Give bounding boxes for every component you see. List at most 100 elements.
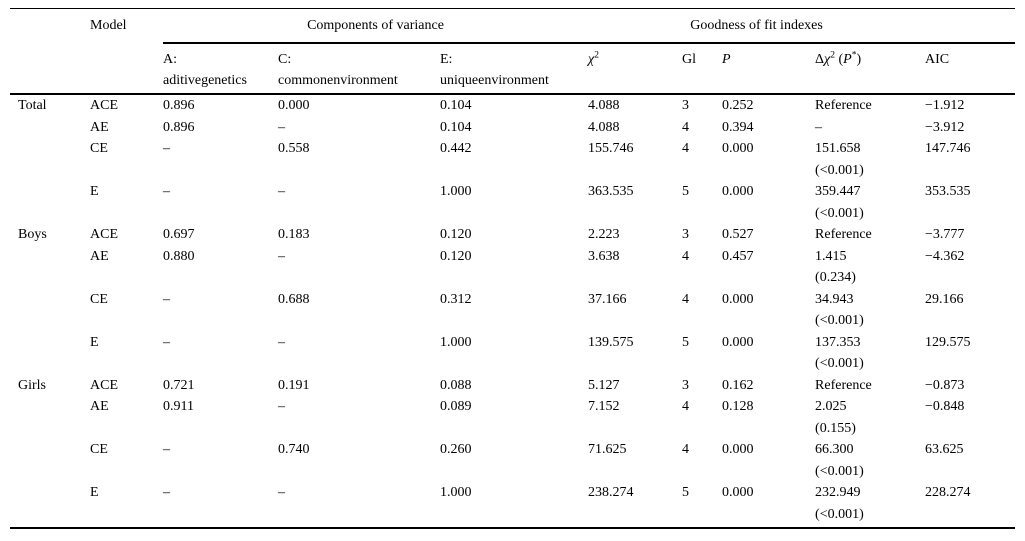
cell-model: AE	[90, 399, 109, 414]
cell-model: CE	[90, 442, 108, 457]
cell-a: 0.697	[163, 227, 195, 242]
table-row: E – – 1.000 139.575 5 0.000 137.353 (<0.0…	[10, 332, 1015, 375]
cell-c: 0.183	[278, 227, 310, 242]
cell-p: 0.527	[722, 227, 754, 242]
col-e-unique-environment-header: E: uniqueenvironment	[440, 43, 589, 95]
cell-e: 1.000	[440, 334, 472, 350]
cell-delta-chi2: 1.415 (0.234)	[815, 248, 856, 286]
cell-chi2: 4.088	[588, 98, 620, 113]
col-c-common-environment-header: C: commonenvironment	[278, 43, 440, 95]
table-row: E – – 1.000 238.274 5 0.000 232.949 (<0.0…	[10, 482, 1015, 528]
cell-gl: 4	[682, 442, 690, 457]
cell-e: 0.260	[440, 442, 472, 457]
cell-group	[10, 181, 90, 224]
cell-aic: 29.166	[925, 291, 964, 307]
cell-aic: 353.535	[925, 184, 971, 199]
cell-e: 0.120	[440, 227, 472, 242]
table-row: E – – 1.000 363.535 5 0.000 359.447 (<0.0…	[10, 181, 1015, 224]
cell-delta-chi2: –	[815, 119, 823, 135]
cell-delta-chi2: 2.025 (0.155)	[815, 399, 856, 436]
col-delta-chi-square-header: Δχ2 (P*)	[815, 43, 926, 95]
components-of-variance-header: Components of variance	[163, 8, 589, 44]
cell-c: –	[278, 248, 285, 264]
cell-gl: 4	[682, 291, 690, 307]
cell-gl: 5	[682, 485, 690, 500]
cell-gl: 5	[682, 184, 690, 199]
table-row: Total ACE 0.896 0.000 0.104 4.088 3 0.25…	[10, 94, 1015, 117]
cell-p: 0.128	[722, 399, 754, 414]
cell-model: E	[90, 184, 99, 199]
cell-aic: −0.848	[925, 399, 965, 414]
col-chi-square-header: χ2	[588, 43, 683, 95]
cell-group	[10, 117, 90, 139]
cell-model: AE	[90, 119, 109, 135]
cell-a: –	[163, 291, 170, 307]
cell-group	[10, 138, 90, 181]
cell-chi2: 4.088	[588, 119, 620, 135]
cell-gl: 4	[682, 141, 690, 156]
cell-c: 0.740	[278, 442, 310, 457]
cell-aic: −3.912	[925, 119, 965, 135]
goodness-of-fit-header: Goodness of fit indexes	[588, 8, 1016, 44]
cell-gl: 3	[682, 98, 690, 113]
cell-chi2: 155.746	[588, 141, 634, 156]
cell-model: CE	[90, 291, 108, 307]
table-row: Boys ACE 0.697 0.183 0.120 2.223 3 0.527…	[10, 224, 1015, 246]
cell-chi2: 2.223	[588, 227, 620, 242]
cell-e: 0.442	[440, 141, 472, 156]
cell-chi2: 139.575	[588, 334, 634, 350]
cell-model: E	[90, 485, 99, 500]
variance-components-table: Model Components of variance Goodness of…	[10, 8, 1016, 529]
cell-e: 0.312	[440, 291, 472, 307]
cell-gl: 3	[682, 227, 690, 242]
col-gl-header: Gl	[682, 43, 723, 95]
cell-chi2: 7.152	[588, 399, 620, 414]
cell-gl: 5	[682, 334, 690, 350]
cell-e: 0.104	[440, 98, 472, 113]
cell-a: 0.880	[163, 248, 195, 264]
table-row: CE – 0.688 0.312 37.166 4 0.000 34.943 (<…	[10, 289, 1015, 332]
cell-delta-chi2: Reference	[815, 98, 872, 113]
cell-chi2: 363.535	[588, 184, 634, 199]
cell-p: 0.000	[722, 442, 754, 457]
model-subheader-empty	[90, 43, 163, 95]
cell-chi2: 3.638	[588, 248, 620, 264]
cell-aic: 228.274	[925, 485, 971, 500]
cell-model: AE	[90, 248, 109, 264]
group-subheader-empty	[10, 43, 90, 95]
cell-p: 0.394	[722, 119, 754, 135]
cell-delta-chi2: 232.949 (<0.001)	[815, 485, 864, 522]
cell-group	[10, 332, 90, 375]
cell-aic: −0.873	[925, 377, 965, 393]
cell-group	[10, 396, 90, 439]
cell-e: 1.000	[440, 184, 472, 199]
cell-chi2: 37.166	[588, 291, 627, 307]
cell-a: –	[163, 334, 170, 350]
cell-a: 0.721	[163, 377, 195, 393]
cell-aic: −1.912	[925, 98, 965, 113]
cell-gl: 4	[682, 399, 690, 414]
cell-group: Total	[18, 98, 47, 113]
cell-c: 0.558	[278, 141, 310, 156]
cell-p: 0.000	[722, 334, 754, 350]
cell-aic: −3.777	[925, 227, 965, 242]
cell-delta-chi2: Reference	[815, 227, 872, 242]
cell-aic: 147.746	[925, 141, 971, 156]
table-row: Girls ACE 0.721 0.191 0.088 5.127 3 0.16…	[10, 375, 1015, 397]
col-p-header: P	[722, 43, 816, 95]
cell-delta-chi2: 359.447 (<0.001)	[815, 184, 864, 221]
cell-p: 0.162	[722, 377, 754, 393]
cell-group	[10, 246, 90, 289]
cell-delta-chi2: 34.943 (<0.001)	[815, 291, 864, 329]
cell-e: 0.104	[440, 119, 472, 135]
cell-p: 0.000	[722, 291, 754, 307]
cell-a: –	[163, 485, 170, 500]
cell-model: ACE	[90, 227, 118, 242]
table-row: CE – 0.558 0.442 155.746 4 0.000 151.658…	[10, 138, 1015, 181]
cell-aic: −4.362	[925, 248, 965, 264]
cell-delta-chi2: 66.300 (<0.001)	[815, 442, 864, 479]
cell-gl: 3	[682, 377, 690, 393]
col-a-additive-genetics-header: A: aditivegenetics	[163, 43, 278, 95]
cell-e: 0.089	[440, 399, 472, 414]
